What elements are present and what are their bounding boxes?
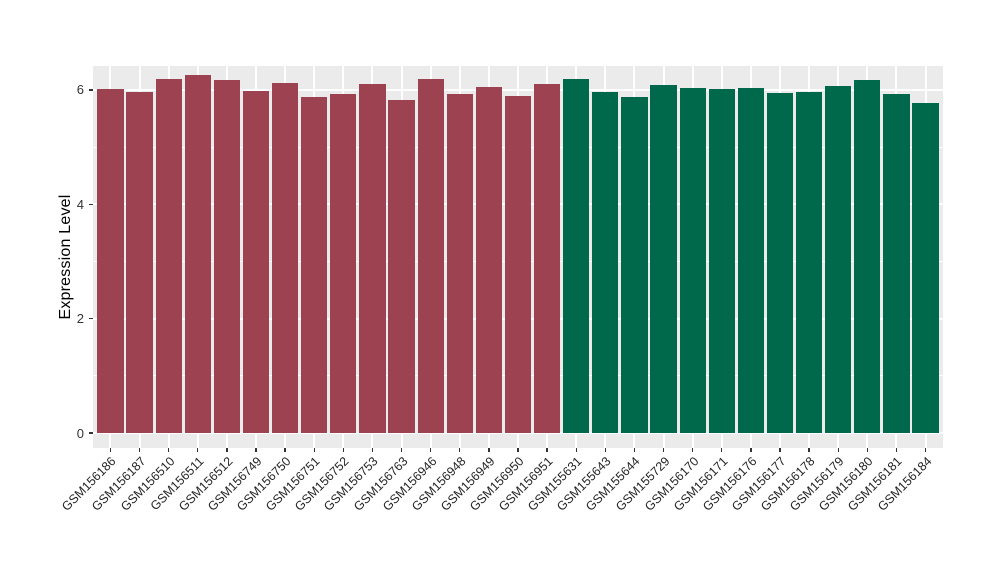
bar-GSM156749 [242,91,270,433]
x-tick-mark [226,448,228,452]
bar-GSM155631 [563,78,590,433]
plot-panel [93,66,943,448]
bar-GSM156181 [883,93,910,433]
bar-GSM155729 [650,84,677,433]
x-tick-mark [109,448,112,452]
bar-GSM156510 [155,79,182,433]
bar-GSM156186 [97,89,124,433]
bar-GSM156180 [854,79,881,433]
x-tick-mark [691,448,694,452]
y-tick-label: 2 [76,311,84,327]
x-tick-mark [488,448,490,452]
bar-GSM156171 [708,88,735,433]
bar-GSM156951 [534,84,561,433]
y-tick-label: 4 [76,196,84,212]
x-tick-mark [255,448,257,452]
bar-GSM156752 [330,93,357,433]
bar-GSM156950 [504,95,532,433]
y-tick-mark [88,89,93,91]
y-axis-title: Expression Level [57,194,74,320]
bar-GSM155643 [592,92,619,433]
bar-GSM156763 [388,99,415,433]
bar-GSM156948 [446,93,473,433]
x-tick-mark [604,448,607,452]
bar-GSM156176 [737,87,764,433]
x-tick-mark [429,448,432,452]
bar-GSM156753 [359,84,386,433]
bar-GSM156949 [475,87,502,433]
bar-GSM156178 [795,92,823,433]
y-tick-mark [88,203,93,205]
x-tick-mark [633,448,636,452]
x-tick-mark [167,448,170,452]
x-tick-mark [197,448,199,452]
x-tick-mark [459,448,461,452]
x-tick-mark [837,448,839,452]
x-tick-mark [662,448,665,452]
x-tick-mark [575,448,577,452]
x-tick-mark [517,448,519,452]
y-tick-label: 0 [76,425,84,441]
x-tick-mark [866,448,868,452]
x-tick-mark [284,448,286,452]
bar-GSM155644 [621,96,648,433]
x-tick-mark [895,448,898,452]
bar-GSM156751 [301,96,328,433]
x-tick-mark [924,448,927,452]
bar-GSM156512 [213,80,240,433]
y-tick-mark [88,317,93,320]
x-tick-mark [779,448,781,452]
y-tick-mark [88,432,93,434]
y-tick-label: 6 [76,82,84,98]
x-tick-mark [371,448,374,452]
x-tick-mark [138,448,141,452]
x-tick-mark [808,448,810,452]
x-tick-mark [313,448,315,452]
bar-GSM156511 [184,75,211,433]
bar-GSM156184 [912,102,939,433]
x-tick-mark [342,448,345,452]
x-tick-mark [546,448,548,452]
x-tick-mark [721,448,723,452]
x-tick-mark [750,448,752,452]
bar-GSM156750 [272,82,299,433]
bar-GSM156946 [417,79,444,433]
x-tick-mark [400,448,403,452]
bar-GSM156170 [679,87,706,433]
bar-GSM156179 [825,85,852,433]
bar-GSM156177 [766,92,794,433]
bar-GSM156187 [126,91,153,433]
